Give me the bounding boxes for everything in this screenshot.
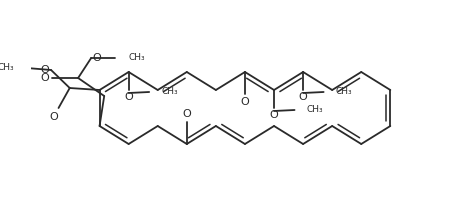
Text: O: O bbox=[240, 97, 249, 107]
Text: O: O bbox=[269, 110, 278, 120]
Text: CH₃: CH₃ bbox=[335, 88, 352, 96]
Text: O: O bbox=[40, 65, 49, 75]
Text: CH₃: CH₃ bbox=[306, 106, 323, 114]
Text: O: O bbox=[298, 92, 307, 102]
Text: O: O bbox=[182, 109, 191, 119]
Text: CH₃: CH₃ bbox=[128, 53, 145, 63]
Text: CH₃: CH₃ bbox=[0, 64, 14, 73]
Text: CH₃: CH₃ bbox=[161, 88, 177, 96]
Text: O: O bbox=[92, 53, 101, 63]
Text: O: O bbox=[40, 73, 49, 83]
Text: O: O bbox=[124, 92, 133, 102]
Text: O: O bbox=[50, 112, 58, 122]
